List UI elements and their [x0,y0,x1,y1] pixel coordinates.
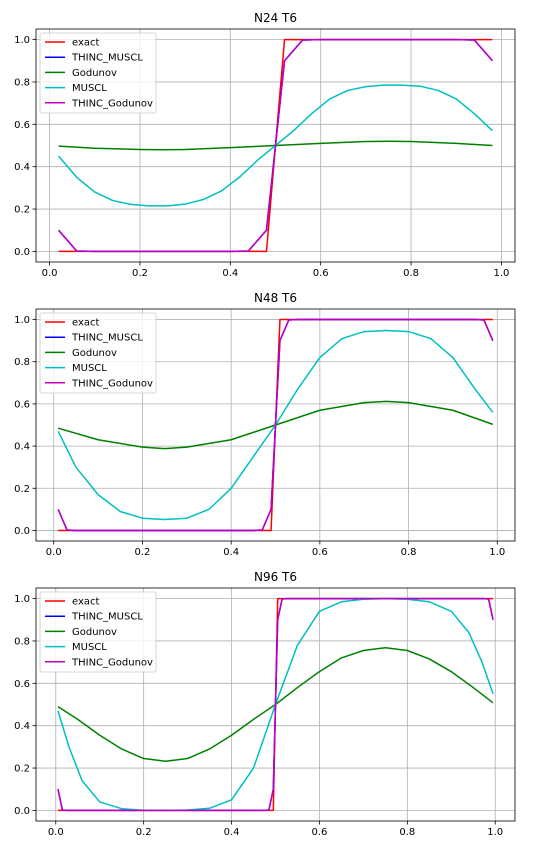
series-line-thinc-godunov [58,38,493,253]
y-tick-label: 0.2 [14,205,30,216]
x-tick-label: 0.4 [222,268,238,279]
chart-panel-3: 0.0 0.2 0.4 0.6 0.8 1.0 0.0 0.2 0.4 0.6 0.8 1.0 N96 … [14,570,516,838]
legend-label: Godunov [72,348,117,359]
chart-title: N96 T6 [254,570,297,584]
y-tick-label: 1.0 [14,594,30,605]
y-tick-label: 0.6 [14,120,30,131]
legend-label: exact [72,318,100,329]
y-tick-label: 0.0 [14,247,30,258]
legend-box [39,591,157,673]
x-tick-label: 0.4 [224,827,240,838]
x-tick-label: 1.0 [489,547,505,558]
axes-frame [35,587,516,822]
chart-title: N48 T6 [254,291,297,305]
legend-box [39,312,157,394]
y-tick-label: 1.0 [14,315,30,326]
legend: exact THINC_MUSCL Godunov MUSCL THINC_Goduno… [39,32,157,114]
y-tick-label: 0.2 [14,484,30,495]
legend-label: THINC_Godunov [71,378,153,389]
y-tick-label: 0.6 [14,679,30,690]
legend: exact THINC_MUSCL Godunov MUSCL THINC_Goduno… [39,312,157,394]
y-tick-label: 0.4 [14,442,30,453]
series-line-thinc-godunov [57,597,494,812]
y-tick-label: 0.4 [14,721,30,732]
y-tick-label: 0.0 [14,806,30,817]
legend-label: exact [72,38,100,49]
x-tick-label: 0.2 [134,547,150,558]
y-tick-label: 1.0 [14,35,30,46]
y-tick-label: 0.8 [14,636,30,647]
x-tick-label: 0.2 [136,827,152,838]
x-tick-label: 0.4 [223,547,239,558]
legend-label: THINC_Godunov [71,657,153,668]
x-tick-label: 0.2 [132,268,148,279]
y-tick-label: 0.2 [14,764,30,775]
x-tick-label: 0.6 [311,827,327,838]
legend-label: Godunov [72,68,117,79]
x-tick-label: 0.8 [399,827,415,838]
axes-frame [35,28,516,263]
chart-title: N24 T6 [254,11,297,25]
x-tick-label: 0.8 [401,547,417,558]
y-tick-label: 0.8 [14,77,30,88]
y-tick-label: 0.8 [14,357,30,368]
x-tick-label: 1.0 [487,827,503,838]
legend-label: MUSCL [72,363,107,374]
y-tick-label: 0.0 [14,526,30,537]
x-tick-label: 0.0 [48,827,64,838]
x-tick-label: 0.6 [313,268,329,279]
chart-panel-1: 0.0 0.2 0.4 0.6 0.8 1.0 0.0 0.2 0.4 0.6 0.8 1.0 N24 … [14,11,516,279]
y-tick-label: 0.6 [14,399,30,410]
legend-box [39,32,157,114]
legend-label: THINC_MUSCL [71,612,143,623]
legend-label: MUSCL [72,83,107,94]
x-tick-label: 0.8 [403,268,419,279]
axes-frame [35,308,516,542]
series-line-thinc-godunov [57,318,494,532]
legend-label: Godunov [72,627,117,638]
x-tick-label: 0.6 [312,547,328,558]
x-tick-label: 1.0 [493,268,509,279]
legend-label: THINC_Godunov [71,98,153,109]
x-tick-label: 0.0 [46,547,62,558]
legend-label: THINC_MUSCL [71,53,143,64]
chart-panel-2: 0.0 0.2 0.4 0.6 0.8 1.0 0.0 0.2 0.4 0.6 0.8 1.0 N48 … [14,291,516,558]
legend-label: exact [72,597,100,608]
y-tick-label: 0.4 [14,162,30,173]
legend: exact THINC_MUSCL Godunov MUSCL THINC_Goduno… [39,591,157,673]
legend-label: MUSCL [72,642,107,653]
legend-label: THINC_MUSCL [71,333,143,344]
x-tick-label: 0.0 [42,268,58,279]
